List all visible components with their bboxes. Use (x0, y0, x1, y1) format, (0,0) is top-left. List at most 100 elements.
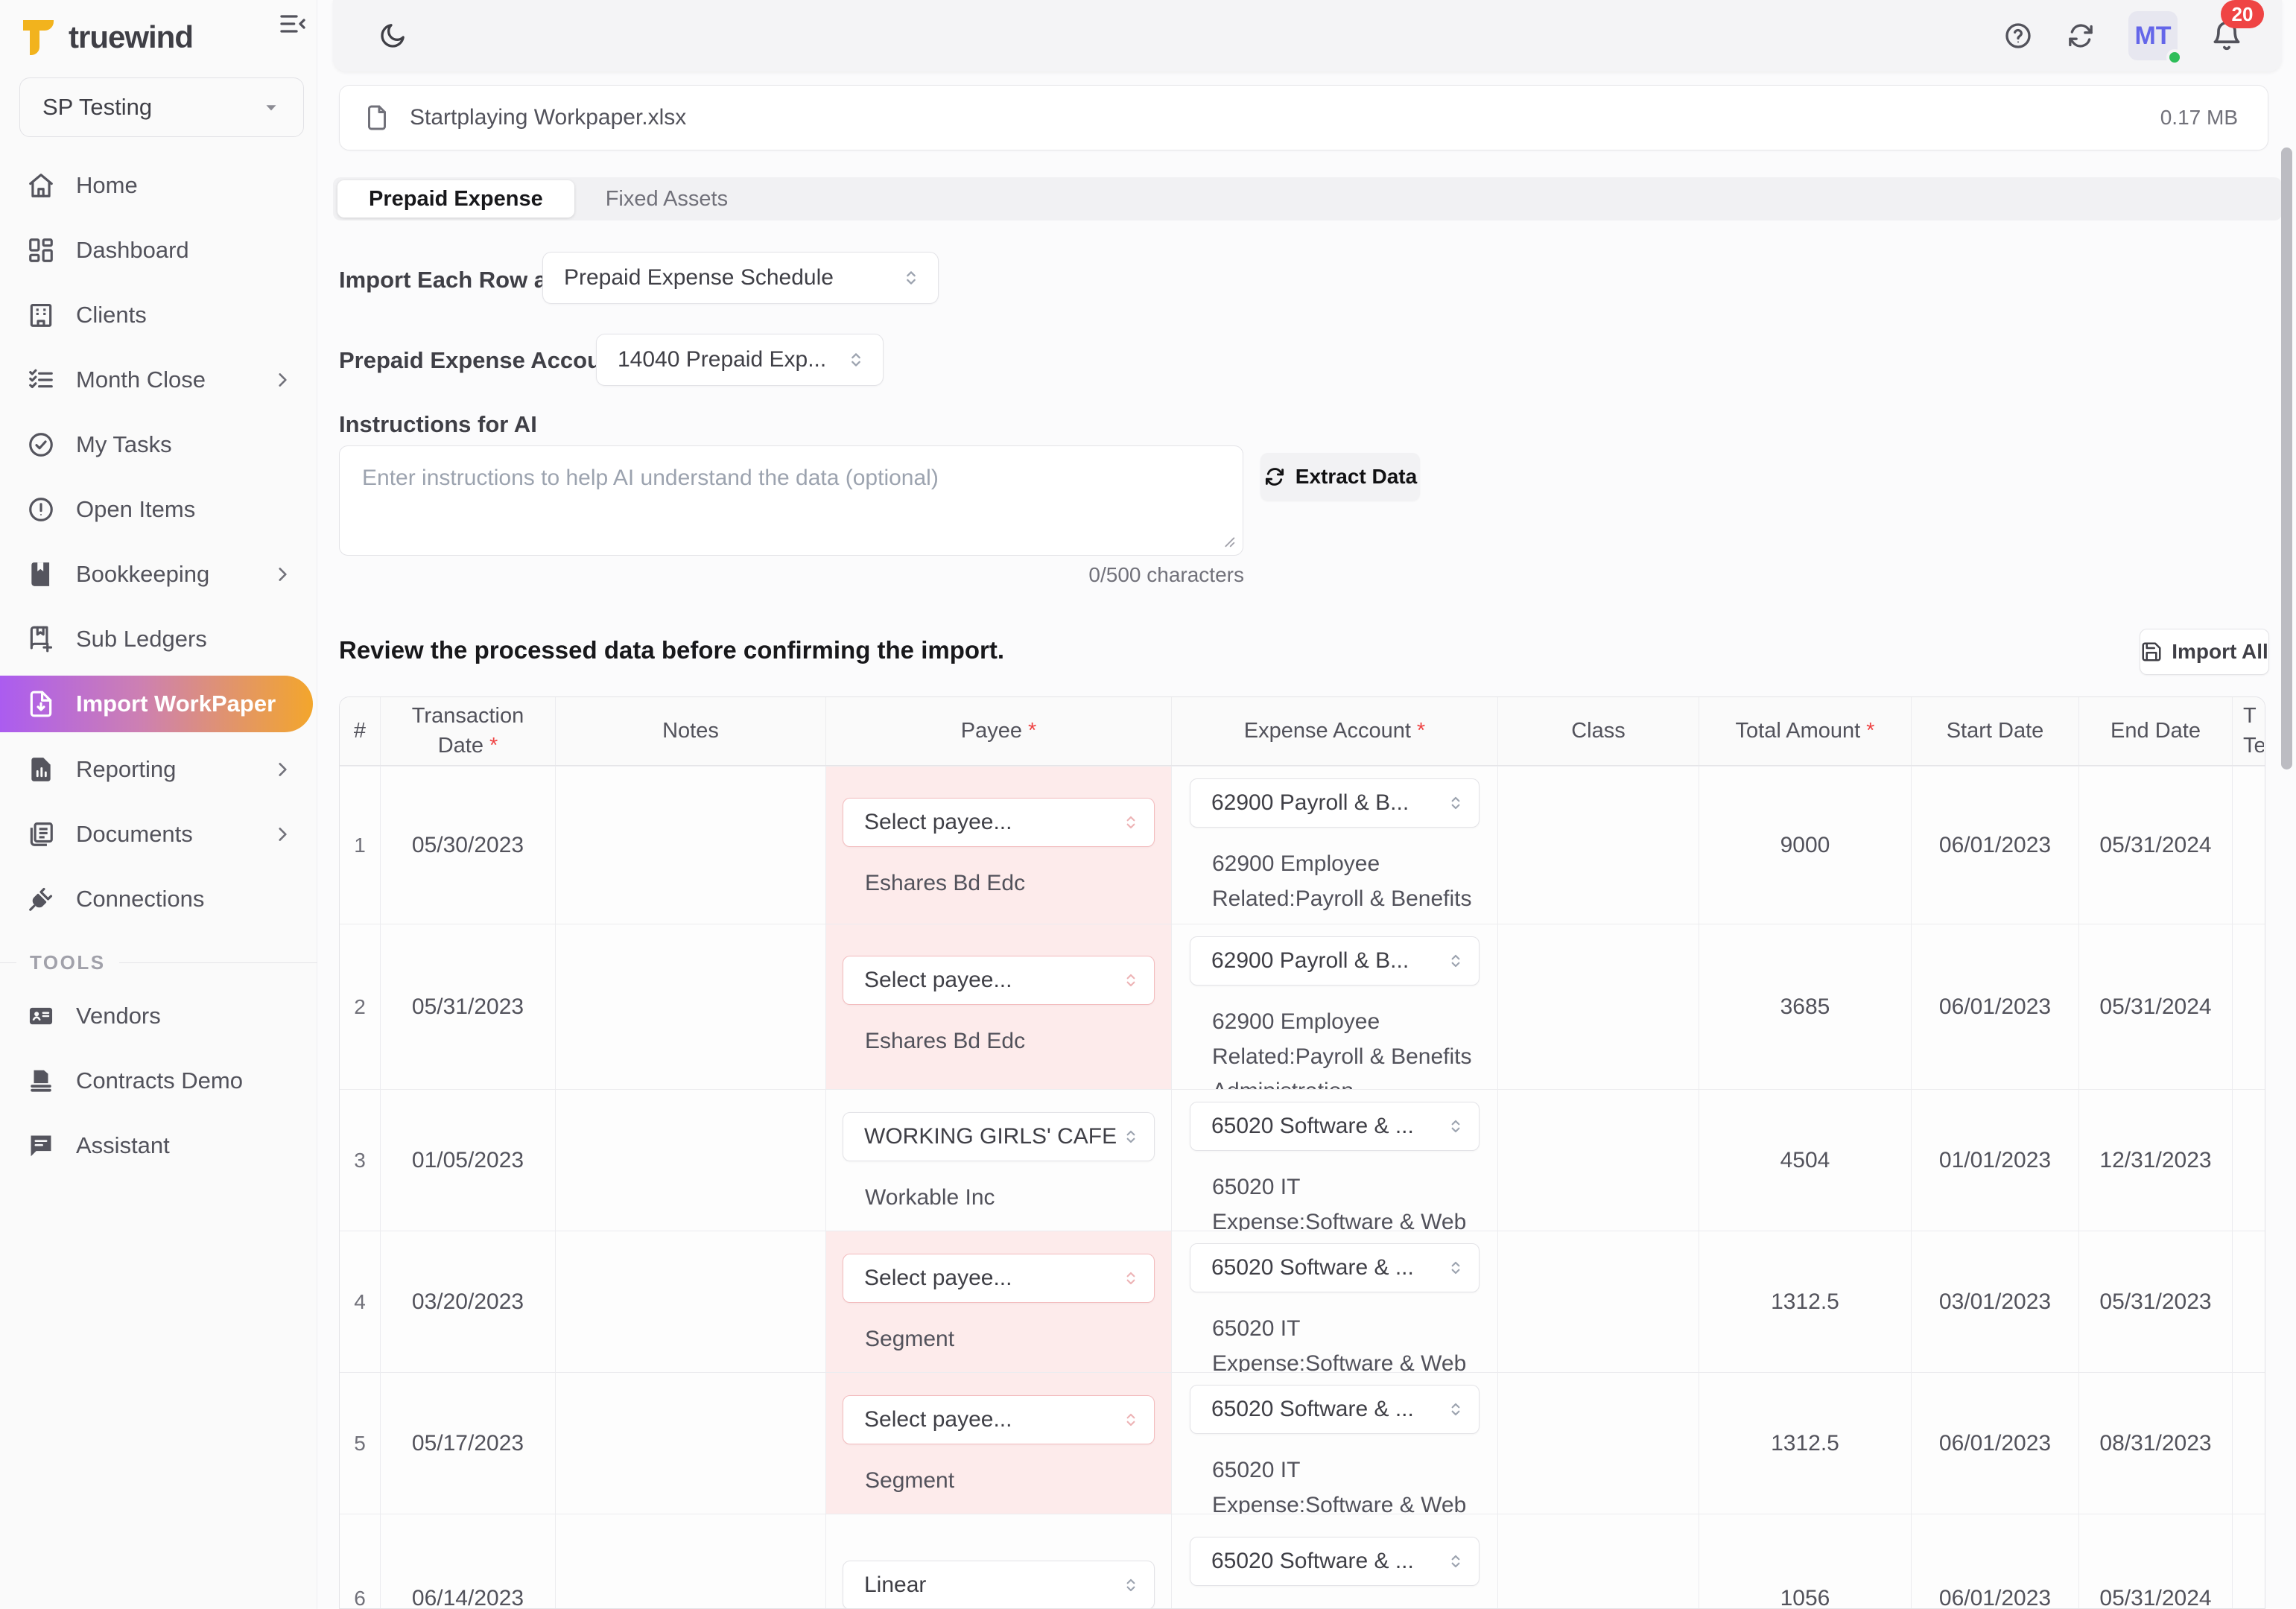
dark-mode-icon[interactable] (378, 21, 407, 51)
chevron-updown-icon (1126, 1130, 1135, 1143)
home-icon (27, 171, 55, 200)
start-date-cell: 06/01/2023 (1912, 1514, 2079, 1608)
avatar[interactable]: MT (2128, 11, 2183, 66)
col-truncated: T Te (2243, 704, 2264, 758)
total-amount-cell: 1312.5 (1699, 1373, 1912, 1514)
payee-source-label: Workable Inc (865, 1185, 995, 1210)
end-date-cell: 05/31/2024 (2079, 1514, 2233, 1608)
tab-prepaid-expense[interactable]: Prepaid Expense (337, 180, 574, 218)
payee-source-label: Segment (865, 1468, 955, 1493)
class-cell[interactable] (1498, 1514, 1699, 1608)
uploaded-file-card[interactable]: Startplaying Workpaper.xlsx 0.17 MB (339, 85, 2268, 150)
import-all-button[interactable]: Import All (2140, 629, 2269, 675)
prepaid-account-select[interactable]: 14040 Prepaid Exp... (596, 334, 884, 386)
expense-account-select[interactable]: 65020 Software & ... (1190, 1243, 1480, 1292)
file-icon (368, 105, 386, 130)
check-circle-icon (27, 431, 55, 459)
chevron-right-icon (273, 825, 292, 844)
caret-down-icon (266, 105, 276, 111)
sidebar-tools-nav: Vendors Contracts Demo Assistant (0, 983, 317, 1178)
col-class: Class (1498, 697, 1699, 765)
expense-account-cell: 65020 Software & ... 65020 IT Expense:So… (1172, 1231, 1498, 1372)
payee-source-label: Segment (865, 1327, 955, 1351)
scrollbar-thumb[interactable] (2281, 147, 2292, 769)
class-cell[interactable] (1498, 767, 1699, 924)
notes-cell[interactable] (556, 924, 826, 1089)
truncated-cell (2233, 1514, 2264, 1608)
character-counter: 0/500 characters (1088, 563, 1244, 586)
refresh-icon[interactable] (2066, 21, 2096, 51)
tab-fixed-assets[interactable]: Fixed Assets (605, 186, 729, 211)
payee-select[interactable]: Select payee... (843, 1254, 1155, 1303)
expense-account-select[interactable]: 65020 Software & ... (1190, 1102, 1480, 1151)
expense-account-select[interactable]: 62900 Payroll & B... (1190, 778, 1480, 828)
col-notes: Notes (556, 697, 826, 765)
expense-account-select[interactable]: 65020 Software & ... (1190, 1537, 1480, 1586)
notes-cell[interactable] (556, 1231, 826, 1372)
payee-select[interactable]: Select payee... (843, 1395, 1155, 1444)
alert-circle-icon (27, 495, 55, 524)
notes-cell[interactable] (556, 1090, 826, 1231)
sidebar-item-contracts-demo[interactable]: Contracts Demo (0, 1048, 317, 1113)
transaction-date-cell: 05/31/2023 (381, 924, 556, 1089)
sidebar-item-dashboard[interactable]: Dashboard (0, 218, 317, 282)
prepaid-account-label: Prepaid Expense Account (339, 347, 624, 373)
class-cell[interactable] (1498, 924, 1699, 1089)
schedule-type-select[interactable]: Linear (843, 1561, 1155, 1608)
sidebar-item-import-workpaper[interactable]: Import WorkPaper (0, 676, 313, 732)
chevron-updown-icon (1451, 1120, 1460, 1133)
col-end-date: End Date (2079, 697, 2233, 765)
chat-icon (27, 1132, 55, 1160)
notifications[interactable]: 20 (2210, 0, 2264, 52)
collapse-sidebar-icon[interactable] (276, 7, 309, 40)
sidebar-item-clients[interactable]: Clients (0, 282, 317, 347)
expense-account-select[interactable]: 62900 Payroll & B... (1190, 936, 1480, 986)
sidebar-item-open-items[interactable]: Open Items (0, 477, 317, 542)
truncated-cell (2233, 924, 2264, 1089)
payee-select[interactable]: WORKING GIRLS' CAFE (843, 1112, 1155, 1161)
expense-account-select[interactable]: 65020 Software & ... (1190, 1385, 1480, 1434)
notes-cell[interactable] (556, 1514, 826, 1608)
notes-cell[interactable] (556, 1373, 826, 1514)
sidebar-item-home[interactable]: Home (0, 153, 317, 218)
sidebar-item-reporting[interactable]: Reporting (0, 737, 317, 802)
table-row: 6 06/14/2023 Linear Linear 65020 Softwar… (340, 1514, 2265, 1608)
sidebar-item-bookkeeping[interactable]: Bookkeeping (0, 542, 317, 606)
dashboard-icon (27, 236, 55, 264)
sidebar-item-assistant[interactable]: Assistant (0, 1113, 317, 1178)
end-date-cell: 12/31/2023 (2079, 1090, 2233, 1231)
sidebar-item-my-tasks[interactable]: My Tasks (0, 412, 317, 477)
brand: truewind (21, 13, 304, 61)
class-cell[interactable] (1498, 1231, 1699, 1372)
import-row-select[interactable]: Prepaid Expense Schedule (542, 252, 939, 304)
sidebar-item-vendors[interactable]: Vendors (0, 983, 317, 1048)
end-date-cell: 05/31/2024 (2079, 767, 2233, 924)
sidebar-item-documents[interactable]: Documents (0, 802, 317, 866)
workspace-selector[interactable]: SP Testing (19, 77, 304, 137)
expense-account-cell: 62900 Payroll & B... 62900 Employee Rela… (1172, 767, 1498, 924)
payee-select[interactable]: Select payee... (843, 956, 1155, 1005)
expense-account-full-label: 65020 IT Expense:Software & Web Services (1212, 1175, 1467, 1231)
building-icon (27, 301, 55, 329)
payee-source-label: Eshares Bd Edc (865, 1029, 1026, 1053)
chevron-updown-icon (1451, 796, 1460, 810)
help-icon[interactable] (2003, 21, 2033, 51)
instructions-label: Instructions for AI (339, 411, 537, 437)
resize-grip-icon[interactable] (1220, 533, 1237, 549)
chevron-updown-icon (1126, 816, 1135, 829)
page-scrollbar[interactable] (2281, 0, 2293, 1609)
payee-select[interactable]: Select payee... (843, 798, 1155, 847)
sidebar-item-month-close[interactable]: Month Close (0, 347, 317, 412)
notes-cell[interactable] (556, 767, 826, 924)
transaction-date-cell: 03/20/2023 (381, 1231, 556, 1372)
extract-data-button[interactable]: Extract Data (1260, 453, 1420, 501)
sidebar-item-sub-ledgers[interactable]: Sub Ledgers (0, 606, 317, 671)
top-bar: MT 20 (333, 0, 2282, 72)
import-preview-table: # Transaction Date * Notes Payee * Expense… (339, 696, 2265, 1609)
documents-icon (27, 820, 55, 848)
sidebar-item-connections[interactable]: Connections (0, 866, 317, 931)
class-cell[interactable] (1498, 1090, 1699, 1231)
chevron-updown-icon (852, 353, 860, 366)
instructions-textarea[interactable] (340, 446, 1243, 555)
class-cell[interactable] (1498, 1373, 1699, 1514)
